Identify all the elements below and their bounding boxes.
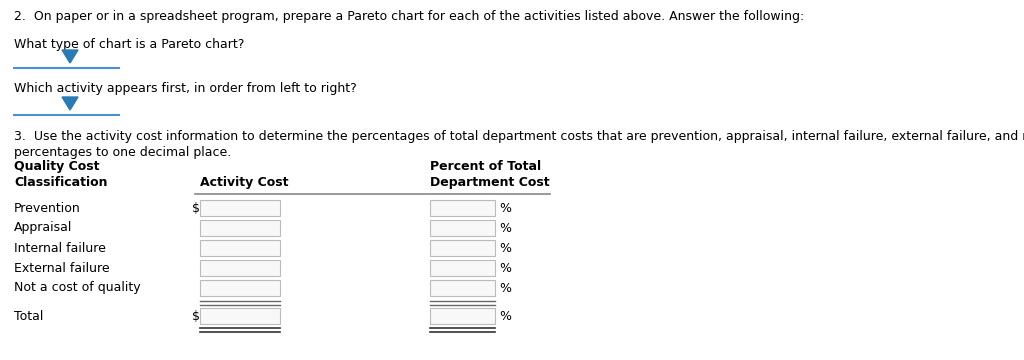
FancyBboxPatch shape — [200, 240, 280, 256]
Text: Quality Cost: Quality Cost — [14, 160, 99, 173]
FancyBboxPatch shape — [430, 260, 495, 276]
Text: Total: Total — [14, 310, 43, 323]
FancyBboxPatch shape — [200, 308, 280, 324]
Text: Prevention: Prevention — [14, 202, 81, 215]
FancyBboxPatch shape — [430, 240, 495, 256]
Text: %: % — [499, 282, 511, 294]
Text: Department Cost: Department Cost — [430, 176, 550, 189]
FancyBboxPatch shape — [200, 280, 280, 296]
Text: Appraisal: Appraisal — [14, 221, 73, 234]
Text: %: % — [499, 261, 511, 274]
Text: percentages to one decimal place.: percentages to one decimal place. — [14, 146, 231, 159]
Text: Internal failure: Internal failure — [14, 242, 105, 255]
Text: %: % — [499, 310, 511, 323]
FancyBboxPatch shape — [430, 220, 495, 236]
Text: Which activity appears first, in order from left to right?: Which activity appears first, in order f… — [14, 82, 356, 95]
FancyBboxPatch shape — [200, 220, 280, 236]
FancyBboxPatch shape — [200, 200, 280, 216]
FancyBboxPatch shape — [430, 308, 495, 324]
Polygon shape — [62, 97, 78, 110]
Text: What type of chart is a Pareto chart?: What type of chart is a Pareto chart? — [14, 38, 245, 51]
Text: 2.  On paper or in a spreadsheet program, prepare a Pareto chart for each of the: 2. On paper or in a spreadsheet program,… — [14, 10, 804, 23]
Text: %: % — [499, 242, 511, 255]
Text: Percent of Total: Percent of Total — [430, 160, 541, 173]
Text: $: $ — [193, 202, 200, 215]
FancyBboxPatch shape — [200, 260, 280, 276]
Text: 3.  Use the activity cost information to determine the percentages of total depa: 3. Use the activity cost information to … — [14, 130, 1024, 143]
Polygon shape — [62, 50, 78, 63]
FancyBboxPatch shape — [430, 280, 495, 296]
Text: %: % — [499, 221, 511, 234]
Text: $: $ — [193, 310, 200, 323]
Text: Classification: Classification — [14, 176, 108, 189]
Text: External failure: External failure — [14, 261, 110, 274]
FancyBboxPatch shape — [430, 200, 495, 216]
Text: Not a cost of quality: Not a cost of quality — [14, 282, 140, 294]
Text: Activity Cost: Activity Cost — [200, 176, 289, 189]
Text: %: % — [499, 202, 511, 215]
